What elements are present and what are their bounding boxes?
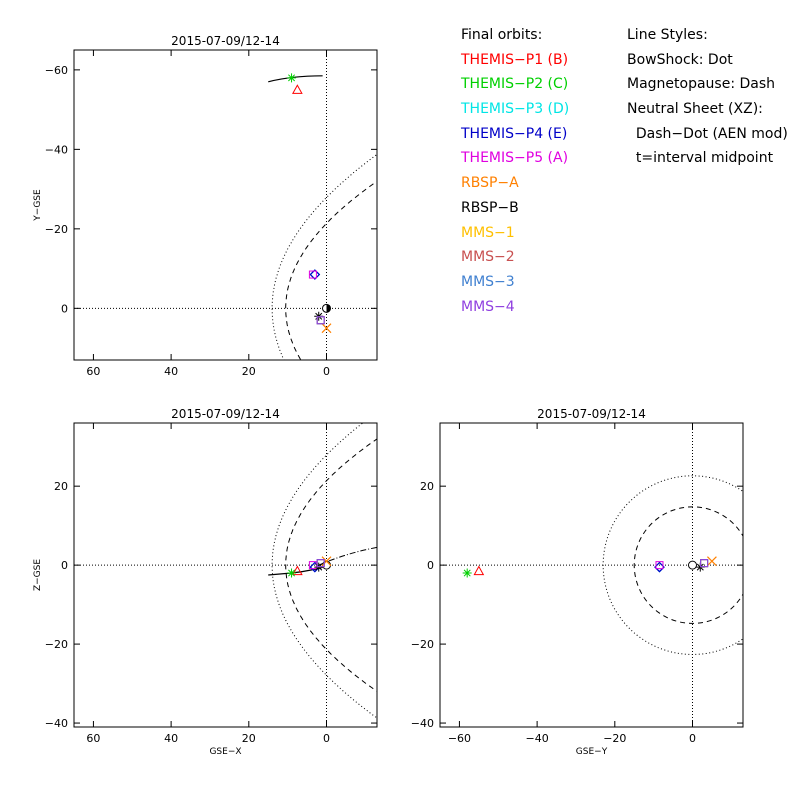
earth-symbol [688, 560, 697, 570]
line-style-item: Dash−Dot (AEN mod) [627, 125, 788, 142]
y-tick-label: −40 [45, 717, 68, 730]
x-axis-label: GSE−X [209, 747, 241, 757]
point-mms-4 [316, 316, 325, 325]
line-style-item: Neutral Sheet (XZ): [627, 101, 763, 118]
x-tick-label: 0 [323, 732, 330, 745]
legend-item-mms-1: MMS−1 [461, 224, 515, 241]
point-themis-p5 [655, 561, 664, 570]
x-tick-label: 0 [689, 732, 696, 745]
point-mms-4 [316, 559, 325, 568]
legend-item-themis-p2-c-: THEMIS−P2 (C) [461, 76, 569, 93]
plot-panel-yz: 2015-07-09/12-14 −60 −40 −20 0 −40 −20 0 20 GSE−Y [411, 407, 744, 757]
bow-shock-circle [602, 475, 743, 655]
plot-frame [73, 422, 378, 728]
plot-curves [74, 50, 377, 360]
bow-shock-curve [271, 423, 377, 719]
x-tick-label: −60 [448, 732, 471, 745]
point-rbsp-a [321, 556, 332, 567]
point-themis-p4 [309, 269, 321, 280]
line-styles-heading: Line Styles: [627, 27, 708, 43]
plot-frame [439, 422, 744, 728]
line-style-item: BowShock: Dot [627, 51, 733, 68]
point-rbsp-a [706, 556, 717, 567]
x-tick-label: 0 [323, 365, 330, 378]
y-axis-label: Z−GSE [33, 559, 43, 591]
x-tick-label: 40 [164, 365, 178, 378]
y-tick-label: −40 [45, 143, 68, 156]
x-tick-label: 40 [164, 732, 178, 745]
plot-frame [73, 49, 378, 361]
x-axis-label: GSE−Y [576, 747, 608, 757]
y-tick-label: −40 [411, 717, 434, 730]
x-tick-label: 20 [242, 365, 256, 378]
earth-night-side [326, 304, 331, 313]
plot-title: 2015-07-09/12-14 [171, 407, 280, 421]
point-themis-p1 [292, 84, 303, 94]
x-tick-label: −20 [603, 732, 626, 745]
point-themis-p2 [287, 568, 297, 578]
legend-item-themis-p3-d-: THEMIS−P3 (D) [461, 101, 570, 118]
point-mms-4 [700, 559, 709, 568]
y-tick-label: 0 [427, 559, 434, 572]
orbits-legend: Final orbits: THEMIS−P1 (B) THEMIS−P2 (C)… [461, 23, 569, 315]
legend-item-mms-4: MMS−4 [461, 298, 515, 315]
x-tick-label: 20 [242, 732, 256, 745]
y-axis-label: Y−GSE [33, 189, 43, 222]
plot-panel-xy: 2015-07-09/12-14 60 40 20 0 −60 −40 −20 0 Y−GSE [33, 34, 378, 378]
plot-curves [74, 423, 377, 727]
y-tick-label: 20 [54, 480, 68, 493]
legend-item-themis-p5-a-: THEMIS−P5 (A) [461, 150, 569, 167]
legend-item-themis-p1-b-: THEMIS−P1 (B) [461, 51, 569, 68]
legend-item-themis-p4-e-: THEMIS−P4 (E) [461, 125, 568, 142]
point-themis-p2 [287, 73, 297, 83]
line-style-item: t=interval midpoint [627, 150, 774, 167]
y-tick-label: −20 [45, 638, 68, 651]
y-tick-label: 0 [61, 559, 68, 572]
x-tick-label: 60 [86, 365, 100, 378]
magnetopause-curve [285, 438, 377, 692]
point-themis-p5 [308, 270, 317, 279]
line-style-item: Magnetopause: Dash [627, 76, 776, 93]
legend-item-mms-2: MMS−2 [461, 249, 515, 266]
line-styles-legend: Line Styles: BowShock: Dot Magnetopause: … [627, 23, 788, 166]
plot-curves [440, 423, 743, 727]
legend-item-mms-3: MMS−3 [461, 273, 515, 290]
y-tick-label: −20 [411, 638, 434, 651]
bow-shock-curve [271, 153, 377, 360]
y-tick-label: 0 [61, 302, 68, 315]
point-themis-p1 [292, 565, 303, 576]
legend-item-rbsp-a: RBSP−A [461, 175, 519, 192]
x-tick-label: −40 [526, 732, 549, 745]
point-themis-p1 [473, 565, 485, 576]
plot-title: 2015-07-09/12-14 [171, 34, 280, 48]
point-rbsp-a [321, 323, 332, 334]
y-tick-label: −60 [45, 64, 68, 77]
magnetopause-circle [633, 506, 743, 624]
plot-title: 2015-07-09/12-14 [537, 407, 646, 421]
legend-item-rbsp-b: RBSP−B [461, 199, 519, 216]
point-themis-p2 [462, 568, 472, 578]
y-tick-label: −20 [45, 223, 68, 236]
y-tick-label: 20 [420, 480, 434, 493]
orbit-track [268, 75, 323, 83]
x-tick-label: 60 [86, 732, 100, 745]
orbits-legend-heading: Final orbits: [461, 27, 543, 43]
